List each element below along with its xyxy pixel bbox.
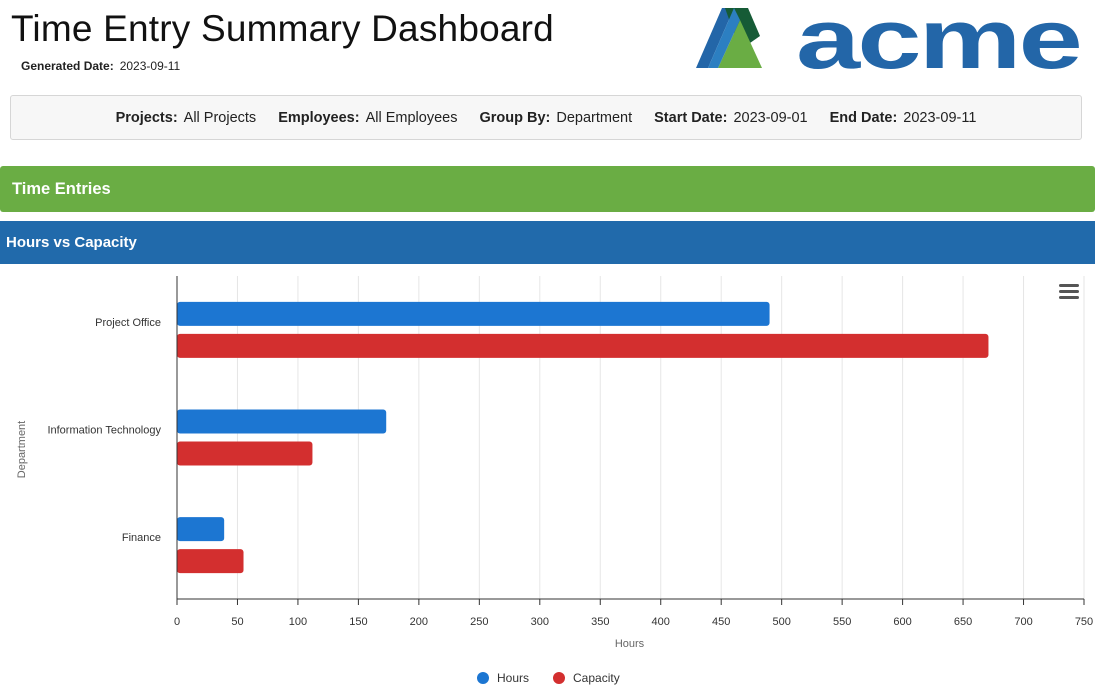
y-axis-title: Department bbox=[16, 421, 28, 478]
filter-end-date-value: 2023-09-11 bbox=[903, 109, 977, 126]
legend-label-capacity: Capacity bbox=[573, 671, 620, 685]
hours-vs-capacity-chart: 0 50 100 150 200 250 300 350 400 450 500 550 600 650 7… bbox=[16, 276, 1093, 685]
y-category-label: Finance bbox=[122, 532, 161, 544]
x-tick-label: 100 bbox=[289, 616, 307, 628]
filter-group-by-label: Group By: bbox=[479, 109, 551, 126]
bar-hours-finance bbox=[177, 517, 225, 542]
filter-start-date-label: Start Date: bbox=[654, 109, 728, 126]
filter-projects-label: Projects: bbox=[115, 109, 178, 126]
chart-axes bbox=[176, 276, 1085, 605]
bar-hours-project-office bbox=[177, 301, 770, 326]
filter-projects-value: All Projects bbox=[183, 109, 257, 126]
section-hours-vs-capacity[interactable]: Hours vs Capacity bbox=[0, 221, 1095, 264]
filter-start-date-value: 2023-09-01 bbox=[733, 109, 808, 126]
chart-menu-icon[interactable] bbox=[1059, 284, 1079, 299]
x-tick-label: 500 bbox=[772, 616, 790, 628]
x-tick-label: 50 bbox=[231, 616, 243, 628]
x-tick-label: 250 bbox=[470, 616, 488, 628]
y-category-label: Information Technology bbox=[47, 425, 161, 437]
x-tick-label: 550 bbox=[833, 616, 851, 628]
legend-marker-hours bbox=[477, 672, 489, 684]
acme-logo: acme bbox=[696, 6, 1082, 72]
x-tick-label: 600 bbox=[893, 616, 911, 628]
filter-group-by-value: Department bbox=[556, 109, 633, 126]
filter-end-date-label: End Date: bbox=[829, 109, 898, 126]
generated-date-label: Generated Date: bbox=[21, 59, 114, 73]
chart-legend: Hours Capacity bbox=[477, 671, 620, 685]
legend-label-hours: Hours bbox=[497, 671, 529, 685]
bar-capacity-project-office bbox=[177, 333, 989, 358]
bar-hours-information-technology bbox=[177, 409, 387, 434]
filter-employees[interactable]: Employees: All Employees bbox=[278, 110, 457, 126]
logo-text: acme bbox=[796, 6, 1080, 72]
chart-bars bbox=[177, 301, 989, 574]
generated-date-value: 2023-09-11 bbox=[119, 59, 181, 73]
x-axis-title: Hours bbox=[615, 638, 645, 650]
filter-end-date[interactable]: End Date: 2023-09-11 bbox=[830, 110, 977, 126]
filter-start-date[interactable]: Start Date: 2023-09-01 bbox=[654, 110, 808, 126]
x-tick-label: 0 bbox=[174, 616, 180, 628]
generated-date: Generated Date: 2023-09-11 bbox=[21, 59, 180, 73]
x-tick-label: 150 bbox=[349, 616, 367, 628]
x-tick-label: 350 bbox=[591, 616, 609, 628]
x-tick-label: 200 bbox=[410, 616, 428, 628]
bar-capacity-information-technology bbox=[177, 441, 313, 466]
x-tick-label: 400 bbox=[652, 616, 670, 628]
y-category-label: Project Office bbox=[95, 317, 161, 329]
x-tick-label: 750 bbox=[1075, 616, 1093, 628]
bar-capacity-finance bbox=[177, 549, 244, 574]
filter-projects[interactable]: Projects: All Projects bbox=[116, 110, 257, 126]
section-time-entries[interactable]: Time Entries bbox=[0, 166, 1095, 212]
x-tick-label: 650 bbox=[954, 616, 972, 628]
filter-group-by[interactable]: Group By: Department bbox=[479, 110, 632, 126]
chart-gridlines bbox=[236, 276, 1085, 599]
filter-employees-label: Employees: bbox=[278, 109, 360, 126]
filter-bar: Projects: All Projects Employees: All Empl… bbox=[10, 95, 1082, 140]
x-tick-label: 300 bbox=[531, 616, 549, 628]
chart-labels: 0 50 100 150 200 250 300 350 400 450 500 550 600 650 7… bbox=[16, 317, 1093, 650]
x-tick-label: 700 bbox=[1014, 616, 1032, 628]
legend-marker-capacity bbox=[553, 672, 565, 684]
page-title: Time Entry Summary Dashboard bbox=[11, 8, 554, 49]
filter-employees-value: All Employees bbox=[365, 109, 458, 126]
x-tick-label: 450 bbox=[712, 616, 730, 628]
